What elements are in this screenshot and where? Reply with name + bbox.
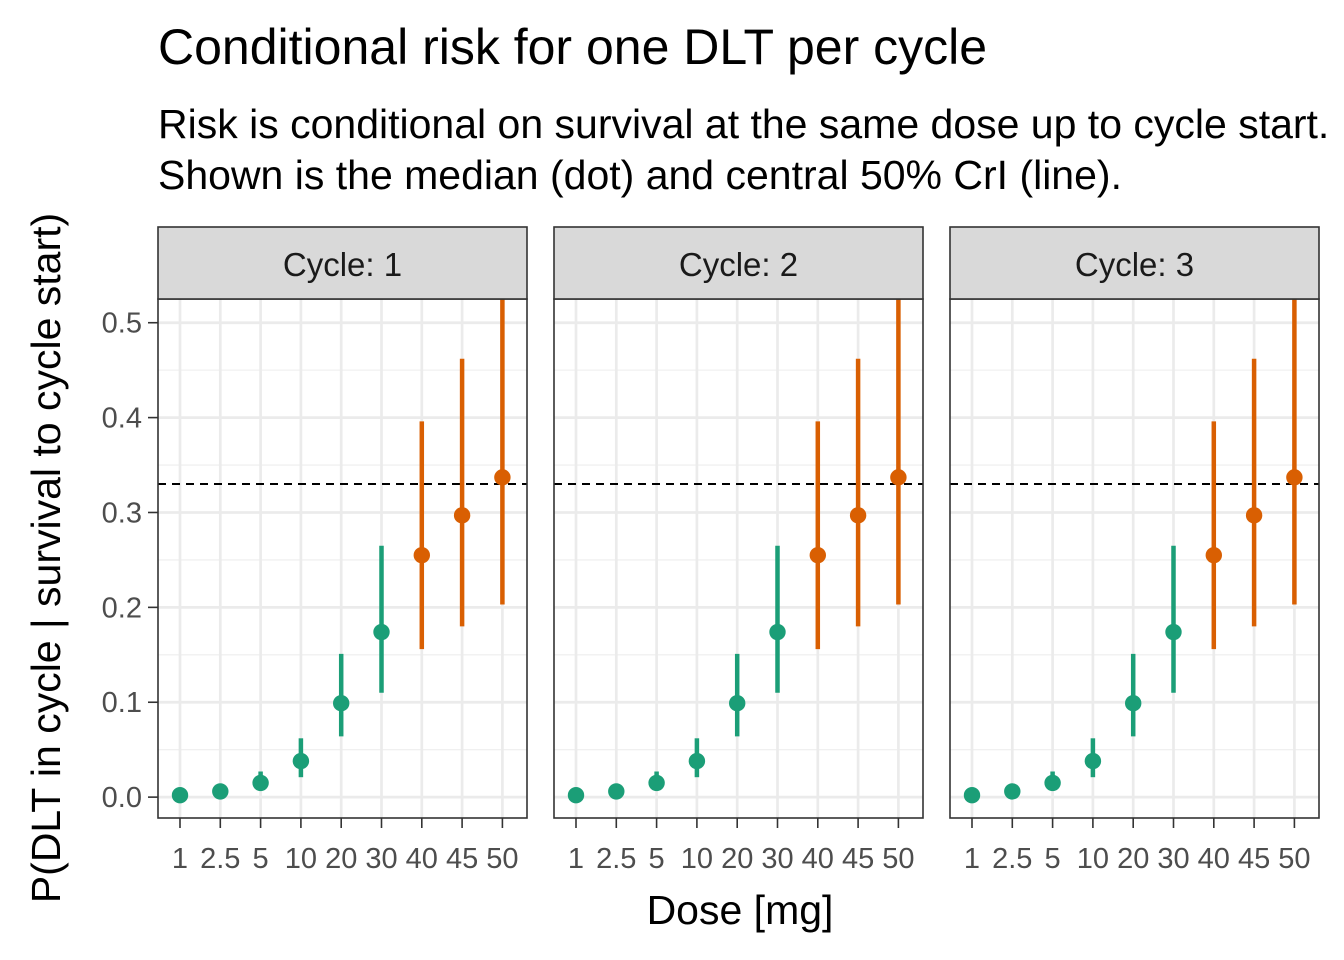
facet-strip-label: Cycle: 2 <box>679 246 798 283</box>
x-tick-label: 45 <box>1238 843 1270 875</box>
median-point <box>453 507 471 524</box>
facet-panel: Cycle: 3 1 2.5 5 10 20 30 40 45 50 <box>949 226 1320 875</box>
median-point <box>252 774 269 792</box>
facet-strip <box>157 226 528 300</box>
facet-panel: Cycle: 2 1 2.5 5 10 20 30 40 45 50 <box>553 226 924 875</box>
x-tick-label: 20 <box>1117 843 1149 875</box>
x-tick-label: 30 <box>365 843 397 875</box>
chart-subtitle-line-1: Risk is conditional on survival at the s… <box>158 101 1329 147</box>
median-point <box>1044 774 1061 792</box>
median-point <box>890 469 907 486</box>
x-axis-title: Dose [mg] <box>647 887 834 933</box>
facet-strip <box>949 226 1320 300</box>
x-tick-label: 2.5 <box>596 843 636 875</box>
median-point <box>963 787 981 804</box>
y-tick-label: 0.0 <box>102 782 142 814</box>
x-tick-label: 5 <box>253 843 269 875</box>
median-point <box>849 507 867 524</box>
facet-strip-label: Cycle: 3 <box>1075 246 1194 283</box>
median-point <box>1084 752 1102 770</box>
median-point <box>1205 546 1223 564</box>
median-point <box>688 752 706 770</box>
x-tick-label: 1 <box>172 843 188 875</box>
x-tick-label: 2.5 <box>200 843 240 875</box>
median-point <box>1125 694 1142 712</box>
x-tick-label: 1 <box>568 843 584 875</box>
median-point <box>292 752 310 770</box>
facet-panel: Cycle: 1 1 2.5 5 10 20 30 40 45 50 <box>157 226 528 875</box>
facet-strip <box>553 226 924 300</box>
median-point <box>1286 469 1303 486</box>
median-point <box>212 783 229 800</box>
median-point <box>333 694 350 712</box>
median-point <box>494 469 511 486</box>
median-point <box>171 787 189 804</box>
facet-strip-label: Cycle: 1 <box>283 246 402 283</box>
median-point <box>1004 783 1021 800</box>
x-tick-label: 40 <box>406 843 438 875</box>
median-point <box>413 546 430 564</box>
x-tick-label: 1 <box>964 843 980 875</box>
median-point <box>769 623 786 641</box>
x-tick-label: 30 <box>1157 843 1189 875</box>
median-point <box>373 623 390 641</box>
chart-title: Conditional risk for one DLT per cycle <box>158 19 987 75</box>
y-tick-label: 0.4 <box>102 403 142 435</box>
x-tick-label: 20 <box>721 843 753 875</box>
median-point <box>1245 507 1263 524</box>
y-tick-label: 0.2 <box>102 592 142 624</box>
x-tick-label: 5 <box>649 843 665 875</box>
chart-subtitle-line-2: Shown is the median (dot) and central 50… <box>158 152 1122 198</box>
y-tick-label: 0.3 <box>102 497 142 529</box>
x-tick-label: 45 <box>446 843 478 875</box>
x-tick-label: 5 <box>1045 843 1061 875</box>
y-axis: 0.0 0.1 0.2 0.3 0.4 0.5 <box>102 308 158 814</box>
x-tick-label: 50 <box>486 843 518 875</box>
x-tick-label: 10 <box>285 843 317 875</box>
median-point <box>809 546 826 564</box>
x-tick-label: 10 <box>1077 843 1109 875</box>
x-tick-label: 2.5 <box>992 843 1032 875</box>
median-point <box>648 774 665 792</box>
x-tick-label: 10 <box>681 843 713 875</box>
median-point <box>608 783 625 800</box>
median-point <box>567 787 585 804</box>
median-point <box>729 694 746 712</box>
x-tick-label: 20 <box>325 843 357 875</box>
y-tick-label: 0.1 <box>102 687 142 719</box>
x-tick-label: 50 <box>882 843 914 875</box>
x-tick-label: 40 <box>1198 843 1230 875</box>
x-tick-label: 40 <box>802 843 834 875</box>
y-tick-label: 0.5 <box>102 308 142 340</box>
x-tick-label: 50 <box>1278 843 1310 875</box>
x-tick-label: 45 <box>842 843 874 875</box>
x-tick-label: 30 <box>761 843 793 875</box>
median-point <box>1165 623 1182 641</box>
y-axis-title: P(DLT in cycle | survival to cycle start… <box>23 213 69 903</box>
